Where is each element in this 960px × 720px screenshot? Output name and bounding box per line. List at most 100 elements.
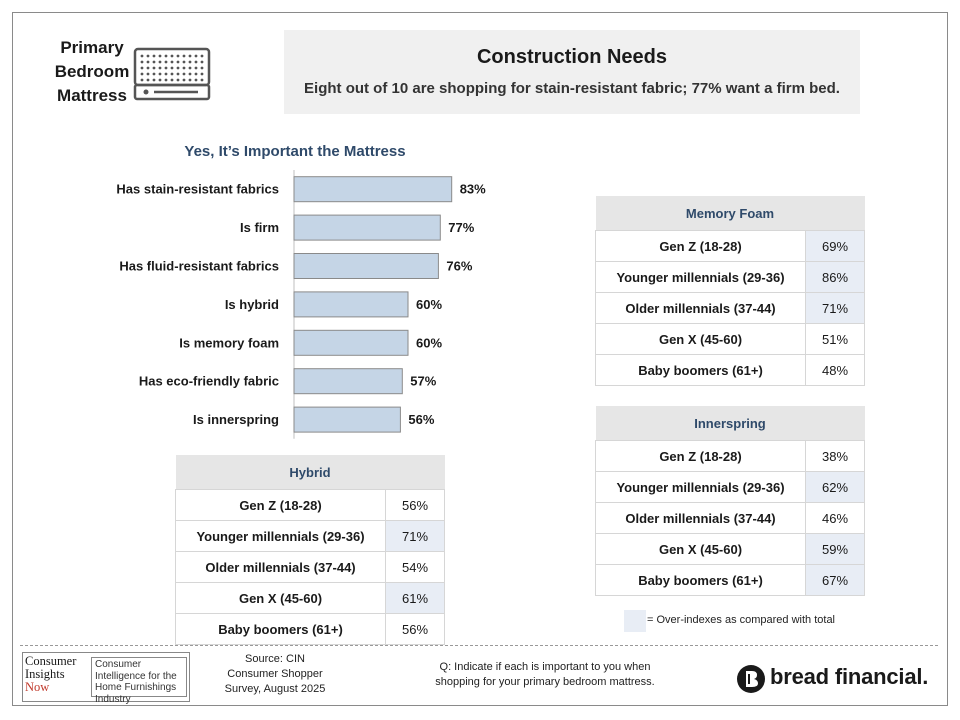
generation-label: Younger millennials (29-36) (595, 471, 806, 503)
generation-value: 51% (805, 323, 865, 355)
source-line: Survey, August 2025 (224, 683, 326, 695)
bar (293, 176, 453, 203)
section-title-line: Bedroom (54, 62, 130, 81)
generation-label: Gen Z (18-28) (175, 489, 386, 521)
bar-value-label: 57% (410, 374, 436, 389)
generation-value: 71% (385, 520, 445, 552)
source-line: Consumer Shopper (227, 668, 323, 680)
table-row: Baby boomers (61+) 56% (175, 613, 445, 645)
source-line: Source: CIN (245, 653, 305, 665)
generation-label: Gen X (45-60) (175, 582, 386, 614)
generation-value: 69% (805, 230, 865, 262)
cin-logo-line: Now (25, 680, 50, 694)
cin-logo: Consumer Insights Now Consumer Intellige… (22, 652, 190, 705)
table-row: Baby boomers (61+) 67% (595, 564, 865, 596)
table-row: Older millennials (37-44) 46% (595, 502, 865, 534)
bar-category-label: Is hybrid (225, 297, 279, 312)
question-note: Q: Indicate if each is important to you … (405, 660, 685, 690)
table-row: Gen Z (18-28) 38% (595, 440, 865, 472)
mattress-icon (133, 47, 211, 101)
memory-foam-table: Memory Foam Gen Z (18-28) 69% Younger mille… (595, 196, 865, 386)
chart-title: Yes, It’s Important the Mattress (184, 143, 406, 160)
footer-divider (20, 645, 938, 646)
generation-value: 56% (385, 489, 445, 521)
bar-chart: Has stain-resistant fabrics 83% Is firm 77%… (116, 170, 486, 439)
bar-category-label: Has eco-friendly fabric (139, 374, 279, 389)
header-panel (284, 30, 860, 114)
generation-label: Gen Z (18-28) (595, 230, 806, 262)
table-row: Younger millennials (29-36) 71% (175, 520, 445, 552)
generation-value: 46% (805, 502, 865, 534)
bar (293, 291, 409, 318)
table-row: Gen X (45-60) 59% (595, 533, 865, 565)
question-line: Q: Indicate if each is important to you … (439, 661, 651, 673)
generation-label: Baby boomers (61+) (175, 613, 386, 645)
page-title: Construction Needs (476, 46, 668, 68)
bar-category-label: Has fluid-resistant fabrics (119, 259, 279, 274)
bar-value-label: 83% (460, 182, 486, 197)
generation-value: 56% (385, 613, 445, 645)
bar-value-label: 77% (448, 220, 474, 235)
generation-value: 67% (805, 564, 865, 596)
table-row: Older millennials (37-44) 71% (595, 292, 865, 324)
bar (293, 253, 439, 279)
bar (293, 406, 401, 433)
source-note: Source: CIN Consumer Shopper Survey, Aug… (210, 652, 340, 697)
generation-label: Older millennials (37-44) (175, 551, 386, 583)
cin-logo-line: Insights (25, 667, 65, 681)
generation-value: 38% (805, 440, 865, 472)
legend-text: = Over-indexes as compared with total (647, 614, 836, 626)
bar-value-label: 76% (446, 259, 472, 274)
question-line: shopping for your primary bedroom mattre… (435, 676, 655, 688)
slide-frame (12, 12, 948, 706)
generation-value: 86% (805, 261, 865, 293)
generation-label: Older millennials (37-44) (595, 292, 806, 324)
section-title-line: Primary (60, 38, 124, 57)
section-title: Primary Bedroom Mattress (34, 36, 150, 108)
table-title: Memory Foam (595, 196, 865, 231)
section-title-line: Mattress (57, 86, 127, 105)
generation-label: Younger millennials (29-36) (175, 520, 386, 552)
cin-logo-tagline: Consumer Intelligence for the Home Furni… (91, 657, 187, 705)
cin-logo-line: Consumer (25, 654, 77, 668)
generation-label: Older millennials (37-44) (595, 502, 806, 534)
bread-logo-wordmark: bread financial. (770, 664, 929, 689)
table-row: Younger millennials (29-36) 86% (595, 261, 865, 293)
bar-value-label: 56% (408, 412, 434, 427)
table-row: Gen X (45-60) 51% (595, 323, 865, 355)
generation-value: 61% (385, 582, 445, 614)
legend-swatch (624, 610, 646, 632)
table-row: Gen Z (18-28) 69% (595, 230, 865, 262)
generation-label: Baby boomers (61+) (595, 564, 806, 596)
bar-value-label: 60% (416, 335, 442, 350)
bar-category-label: Has stain-resistant fabrics (116, 182, 279, 197)
bar-category-label: Is firm (240, 220, 279, 235)
page-subtitle: Eight out of 10 are shopping for stain-r… (304, 80, 840, 97)
table-title: Innerspring (595, 406, 865, 441)
bar (293, 329, 409, 356)
bar (293, 214, 441, 241)
table-row: Gen Z (18-28) 56% (175, 489, 445, 521)
generation-label: Gen X (45-60) (595, 323, 806, 355)
table-row: Gen X (45-60) 61% (175, 582, 445, 614)
generation-value: 59% (805, 533, 865, 565)
generation-label: Gen X (45-60) (595, 533, 806, 565)
table-row: Younger millennials (29-36) 62% (595, 471, 865, 503)
generation-label: Gen Z (18-28) (595, 440, 806, 472)
generation-value: 54% (385, 551, 445, 583)
cin-logo-wordmark: Consumer Insights Now (25, 655, 87, 699)
bread-logo-icon (737, 665, 765, 693)
generation-value: 48% (805, 354, 865, 386)
generation-label: Baby boomers (61+) (595, 354, 806, 386)
generation-label: Younger millennials (29-36) (595, 261, 806, 293)
table-row: Baby boomers (61+) 48% (595, 354, 865, 386)
table-row: Older millennials (37-44) 54% (175, 551, 445, 583)
table-title: Hybrid (175, 455, 445, 490)
bread-financial-logo: bread financial. (736, 662, 936, 696)
bar-category-label: Is innerspring (193, 412, 279, 427)
bar-value-label: 60% (416, 297, 442, 312)
hybrid-table: Hybrid Gen Z (18-28) 56% Younger millennial… (175, 455, 445, 645)
generation-value: 62% (805, 471, 865, 503)
generation-value: 71% (805, 292, 865, 324)
bar (293, 368, 403, 395)
